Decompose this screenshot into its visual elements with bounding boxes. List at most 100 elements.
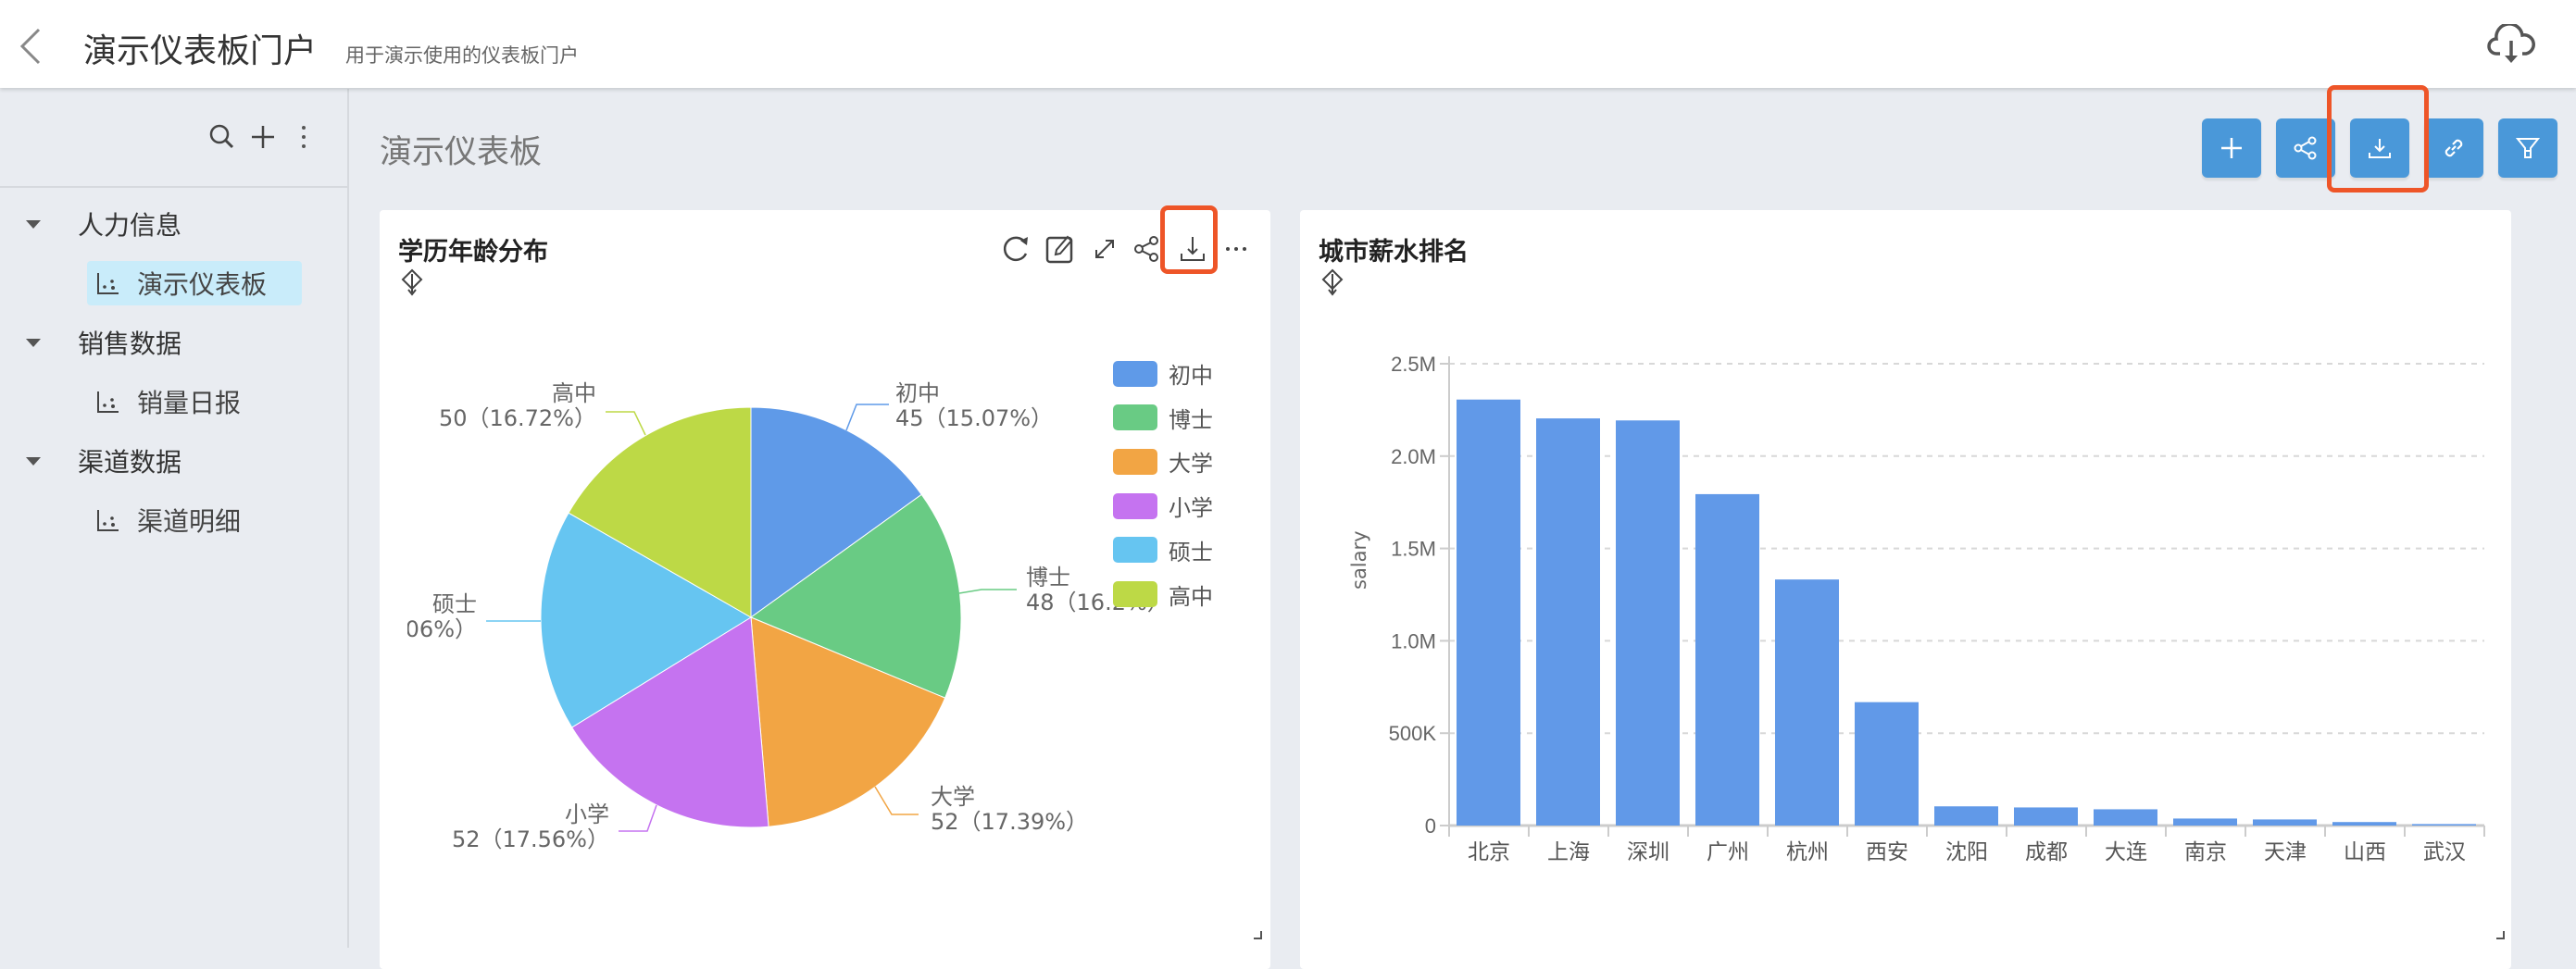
pie-slice[interactable] [568,406,752,618]
filter-icon [2516,138,2540,158]
x-tick-label: 天津 [2264,840,2307,864]
page-subtitle: 用于演示使用的仪表板门户 [345,44,579,67]
more-icon[interactable] [1220,233,1252,265]
link-icon [2445,139,2463,157]
edit-icon[interactable] [1044,233,1076,265]
data-label-shuoshi: 硕士（17.06%） [407,592,477,642]
pie-slice[interactable] [540,512,752,728]
group-label: 渠道数据 [78,447,182,478]
caret-down-icon[interactable] [26,338,41,347]
share-button[interactable] [2276,118,2335,178]
tree-group-sales[interactable]: 销售数据 [19,322,181,363]
bar[interactable] [2253,819,2317,826]
leader-line [845,404,889,431]
bar[interactable] [2332,822,2396,826]
x-tick-label: 山西 [2344,840,2386,864]
caret-down-icon[interactable] [26,456,41,466]
data-label-daxue: 大学 52（17.39%） [931,785,1088,835]
y-axis-label: salary [1348,530,1370,590]
dashboard-icon [97,273,119,294]
tree-item-label: 销量日报 [137,388,242,418]
card-title: 学历年龄分布 [398,238,548,267]
bar-chart: 0 500K 1.0M 1.5M 2.0M 2.5M 北京 上海 深圳 广州 杭州 西安 沈阳 成都 大连 南… [1389,353,2485,864]
label-name: 初中 [895,380,940,406]
bar[interactable] [1855,702,1919,826]
bar[interactable] [2173,818,2237,826]
header: 演示仪表板门户 用于演示使用的仪表板门户 [0,0,2576,88]
bar[interactable] [2014,807,2078,826]
pie-slice[interactable] [570,616,769,828]
label-name: 博士 [1026,565,1070,590]
legend-item[interactable]: 小学 [1113,490,1213,522]
x-tick-label: 成都 [2025,840,2068,864]
download-button[interactable] [2350,118,2409,178]
tree-item-demo-dashboard[interactable]: 演示仪表板 [87,261,302,305]
drill-icon[interactable] [400,268,424,296]
legend-item[interactable]: 高中 [1113,578,1213,611]
sidebar-divider [0,186,347,188]
filter-button[interactable] [2498,118,2557,178]
legend-label: 高中 [1169,583,1213,610]
link-button[interactable] [2424,118,2483,178]
expand-icon[interactable] [1089,233,1120,265]
label-name: 高中 [552,380,596,406]
x-tick-label: 南京 [2184,840,2227,864]
x-tick-label: 深圳 [1627,840,1669,864]
bar[interactable] [1934,806,1998,826]
share-icon [2294,136,2317,160]
bar[interactable] [1695,493,1759,826]
label-name: 硕士 [432,591,477,617]
plus-icon [2221,138,2242,158]
legend-swatch [1113,404,1157,431]
refresh-icon[interactable] [1000,233,1032,265]
x-tick-label: 北京 [1468,840,1510,864]
legend-label: 大学 [1169,451,1213,478]
x-tick-label: 杭州 [1786,840,1829,864]
legend-item[interactable]: 初中 [1113,357,1213,390]
legend-item[interactable]: 硕士 [1113,534,1213,566]
label-name: 小学 [565,801,609,827]
add-button[interactable] [2202,118,2261,178]
tree-group-hr[interactable]: 人力信息 [19,204,181,244]
tree-group-channel[interactable]: 渠道数据 [19,441,181,481]
y-tick-label: 500K [1389,722,1437,745]
resize-handle-icon[interactable] [1252,929,1263,940]
pie-chart [486,404,1017,832]
dashboard-title: 演示仪表板 [380,134,543,171]
leader-line [606,411,646,436]
tree-item-channel-detail[interactable]: 渠道明细 [87,498,302,542]
legend-item[interactable]: 博士 [1113,402,1213,434]
drill-icon[interactable] [1320,268,1344,296]
dashboard-icon [97,391,119,413]
legend-swatch [1113,448,1157,475]
bar[interactable] [1536,418,1600,826]
search-icon[interactable] [207,122,237,152]
label-value: 50（16.72%） [438,405,596,431]
label-value: 52（17.39%） [931,809,1089,835]
bar[interactable] [2412,824,2476,826]
bar[interactable] [2094,809,2157,826]
legend-label: 初中 [1169,363,1213,389]
legend-swatch [1113,360,1157,387]
pie-plot-area: 初中 45（15.07%） 博士 48（16.2%） 大学 52（17.39%） 小学… [407,352,1259,907]
bar[interactable] [1457,399,1520,826]
share-icon[interactable] [1132,233,1163,265]
download-icon[interactable] [1177,233,1208,265]
legend-label: 硕士 [1169,539,1213,565]
more-vertical-icon[interactable] [289,122,319,152]
x-tick-label: 大连 [2105,840,2147,864]
legend-label: 博士 [1169,406,1213,433]
label-name: 大学 [931,784,975,810]
legend-item[interactable]: 大学 [1113,445,1213,478]
legend-swatch [1113,537,1157,564]
chevron-left-icon[interactable] [15,26,46,67]
cloud-download-icon[interactable] [2487,24,2535,65]
plus-icon[interactable] [248,122,278,152]
bar[interactable] [1616,420,1680,826]
x-tick-label: 上海 [1547,840,1590,864]
resize-handle-icon[interactable] [2495,929,2506,940]
tree-item-daily-sales[interactable]: 销量日报 [87,379,302,424]
bar[interactable] [1775,579,1839,826]
caret-down-icon[interactable] [26,219,41,229]
dashboard-icon [97,510,119,531]
